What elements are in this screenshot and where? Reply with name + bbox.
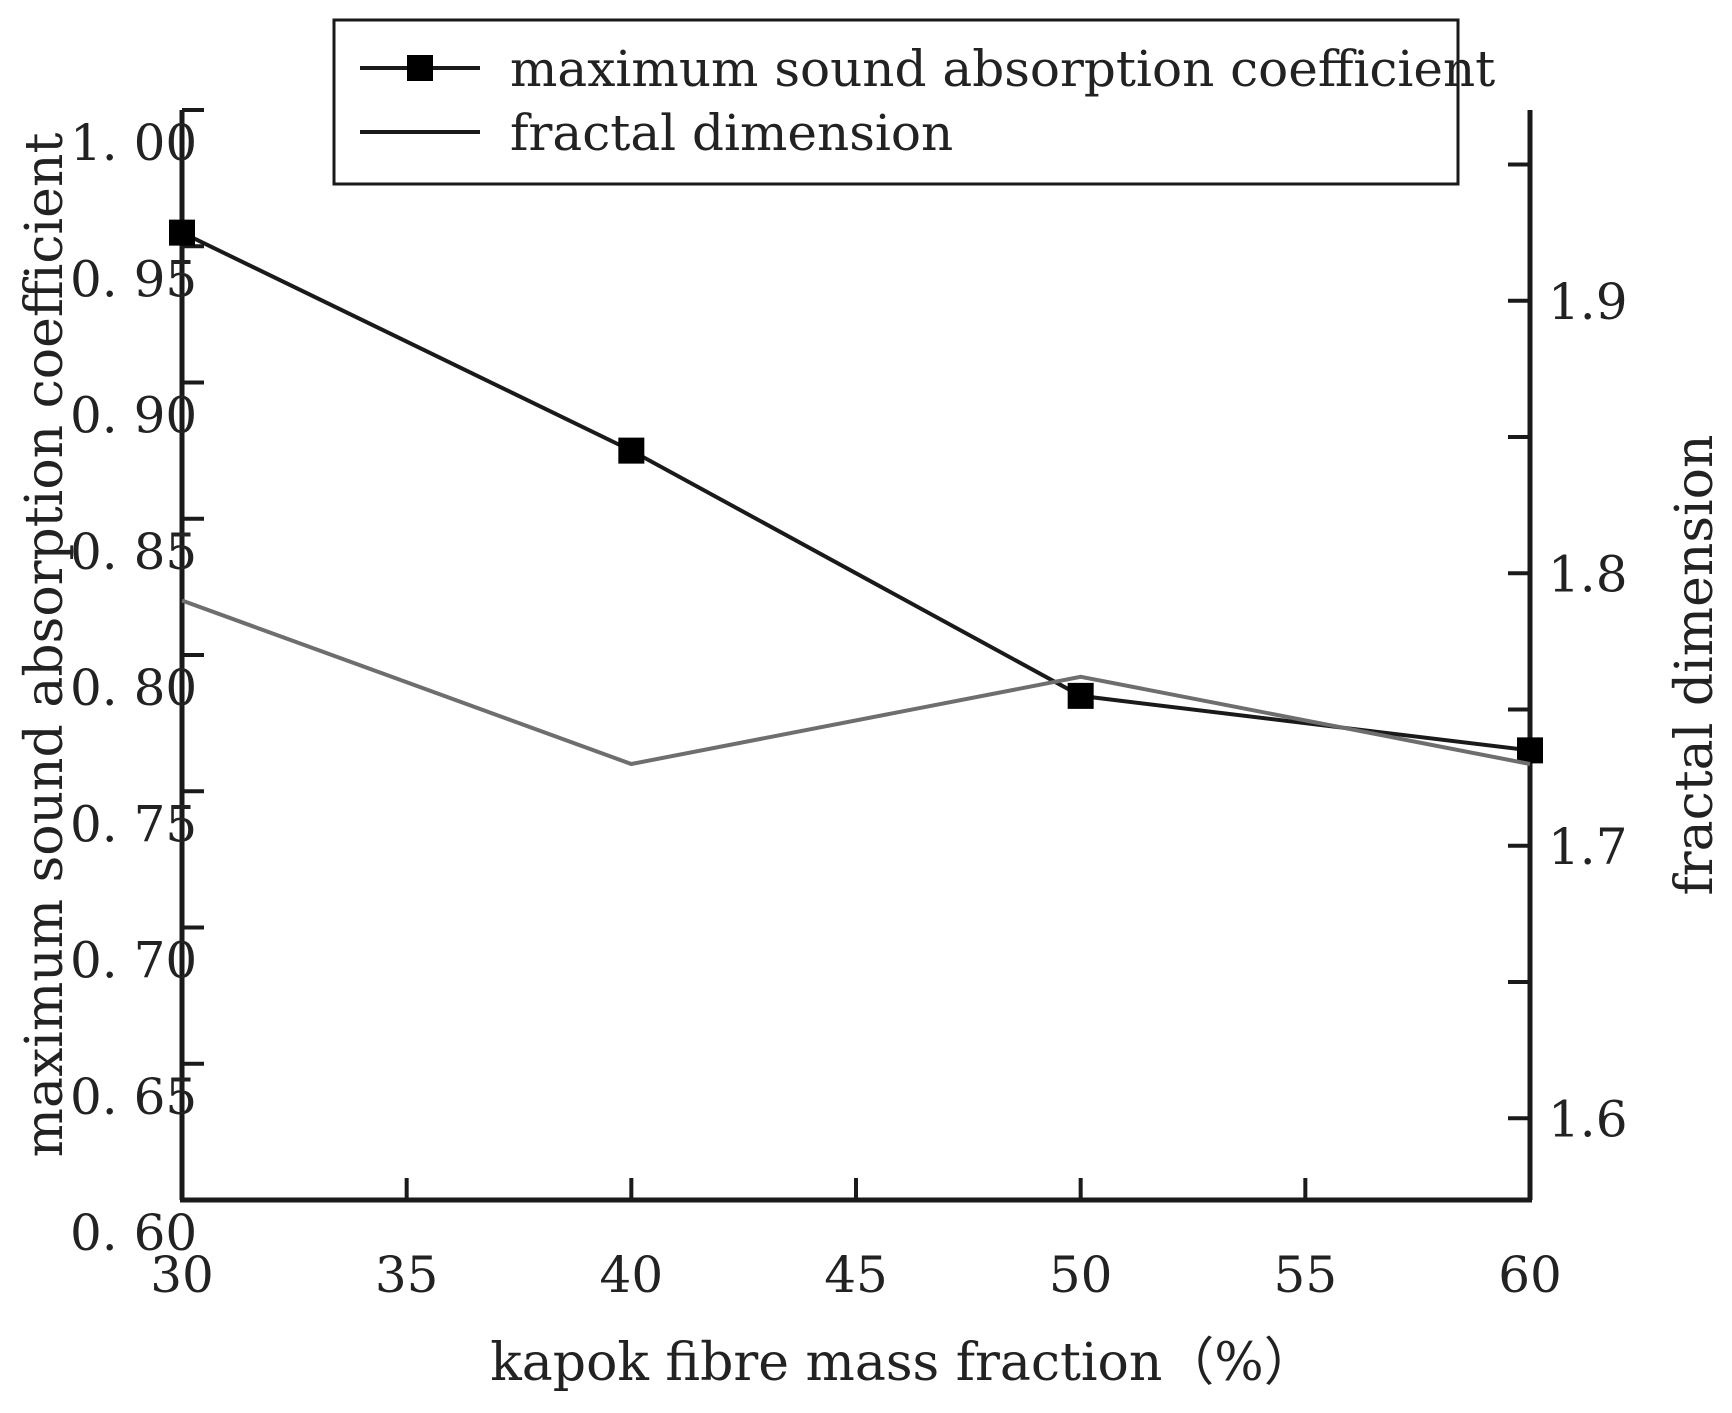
axes: [180, 110, 1532, 1200]
y2-tick-label: 1.9: [1548, 273, 1628, 331]
y-tick-label: 0. 70: [70, 932, 197, 990]
series-line-fractal: [182, 601, 1530, 765]
x-tick-label: 60: [1498, 1246, 1562, 1304]
x-tick-label: 45: [824, 1246, 888, 1304]
legend-label-fractal: fractal dimension: [510, 104, 953, 162]
x-tick-label: 50: [1049, 1246, 1113, 1304]
data-point-absorption: [618, 438, 644, 464]
y-tick-label: 1. 00: [70, 114, 197, 172]
y2-axis-title: fractal dimension: [1665, 435, 1725, 896]
y-tick-label: 0. 90: [70, 387, 197, 445]
data-point-absorption: [169, 220, 195, 246]
y-tick-label: 0. 75: [70, 795, 197, 853]
series: [169, 220, 1543, 764]
x-tick-label: 55: [1274, 1246, 1338, 1304]
y-tick-label: 0. 60: [70, 1204, 197, 1262]
legend-marker-absorption: [407, 55, 433, 81]
legend-label-absorption: maximum sound absorption coefficient: [510, 40, 1495, 98]
y-tick-label: 0. 80: [70, 659, 197, 717]
y2-tick-label: 1.6: [1548, 1090, 1628, 1148]
y-tick-label: 0. 85: [70, 523, 197, 581]
y-tick-label: 0. 95: [70, 250, 197, 308]
x-tick-label: 40: [600, 1246, 664, 1304]
data-point-absorption: [1517, 737, 1543, 763]
y2-tick-label: 1.8: [1548, 545, 1628, 603]
y-axis-title: maximum sound absorption coefficient: [15, 133, 75, 1158]
data-point-absorption: [1068, 683, 1094, 709]
y2-tick-label: 1.7: [1548, 818, 1628, 876]
x-tick-label: 35: [375, 1246, 439, 1304]
legend: maximum sound absorption coefficient fra…: [334, 20, 1495, 184]
y-tick-label: 0. 65: [70, 1068, 197, 1126]
x-axis-title: kapok fibre mass fraction（%）: [490, 1333, 1315, 1393]
